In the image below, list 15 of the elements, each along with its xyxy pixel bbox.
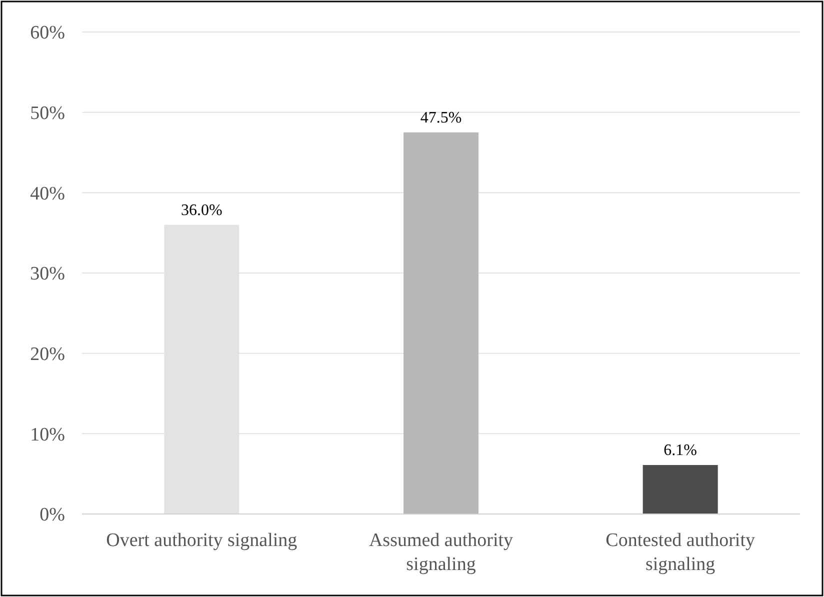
y-tick-label: 50% (30, 102, 66, 124)
y-tick-label: 60% (30, 22, 66, 44)
y-tick-label: 40% (30, 183, 66, 204)
data-label: 6.1% (664, 442, 697, 459)
x-tick-label: Assumed authority signaling (368, 530, 514, 575)
y-tick-label: 30% (30, 264, 66, 285)
data-label: 47.5% (420, 109, 462, 126)
x-tick-label: Contested authority signaling (606, 530, 756, 575)
bar (404, 132, 478, 514)
y-tick-label: 20% (30, 344, 66, 365)
y-tick-label: 0% (40, 504, 66, 526)
data-label: 36.0% (181, 202, 222, 219)
x-tick-label: Overt authority signaling (106, 530, 298, 551)
bar (642, 464, 718, 514)
y-tick-label: 10% (30, 424, 66, 446)
